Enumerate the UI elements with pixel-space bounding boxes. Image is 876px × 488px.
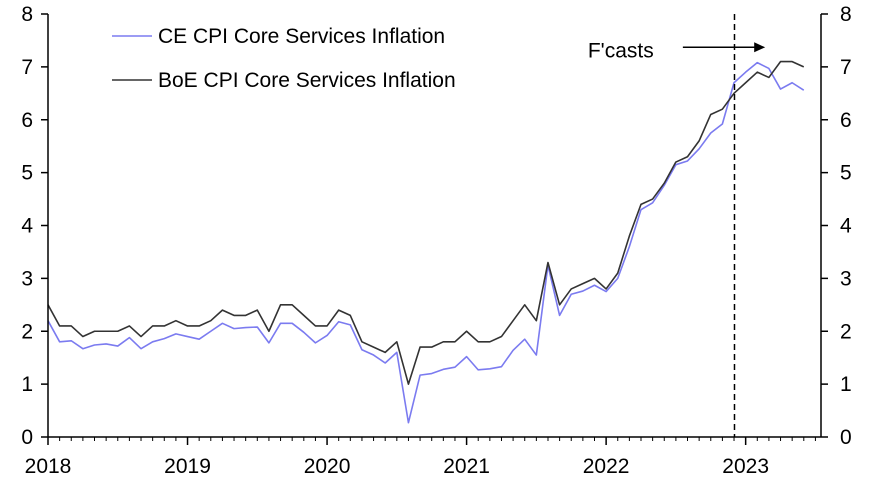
forecast-arrow-icon bbox=[754, 42, 766, 53]
left-y-tick-label: 0 bbox=[21, 426, 33, 449]
x-tick-label: 2018 bbox=[25, 455, 72, 478]
right-y-tick-label: 6 bbox=[840, 109, 852, 132]
left-y-tick-label: 7 bbox=[21, 56, 33, 79]
left-y-tick-label: 1 bbox=[21, 373, 33, 396]
series-layer bbox=[47, 60, 805, 424]
legend: CE CPI Core Services Inflation BoE CPI C… bbox=[112, 25, 456, 92]
right-y-tick-label: 4 bbox=[840, 215, 852, 238]
right-y-tick-label: 7 bbox=[840, 56, 852, 79]
right-y-tick-label: 5 bbox=[840, 162, 852, 185]
left-y-tick-label: 6 bbox=[21, 109, 33, 132]
forecast-label: F'casts bbox=[588, 39, 654, 62]
x-tick-label: 2019 bbox=[164, 455, 211, 478]
right-y-tick-label: 0 bbox=[840, 426, 852, 449]
legend-label-ce: CE CPI Core Services Inflation bbox=[158, 25, 445, 48]
left-y-tick-label: 2 bbox=[21, 320, 33, 343]
x-tick-label: 2021 bbox=[443, 455, 490, 478]
right-y-tick-label: 2 bbox=[840, 320, 852, 343]
left-y-tick-label: 3 bbox=[21, 267, 33, 290]
forecast-annotation: F'casts bbox=[588, 39, 766, 62]
series-line-boe bbox=[47, 60, 805, 385]
x-tick-label: 2020 bbox=[304, 455, 351, 478]
x-tick-label: 2022 bbox=[583, 455, 630, 478]
left-y-tick-label: 8 bbox=[21, 3, 33, 26]
left-y-tick-label: 5 bbox=[21, 162, 33, 185]
x-tick-label: 2023 bbox=[722, 455, 769, 478]
legend-label-boe: BoE CPI Core Services Inflation bbox=[158, 69, 456, 92]
right-y-tick-label: 3 bbox=[840, 267, 852, 290]
right-y-tick-label: 1 bbox=[840, 373, 852, 396]
series-line-ce bbox=[47, 61, 805, 424]
left-y-tick-label: 4 bbox=[21, 215, 33, 238]
right-y-tick-label: 8 bbox=[840, 3, 852, 26]
